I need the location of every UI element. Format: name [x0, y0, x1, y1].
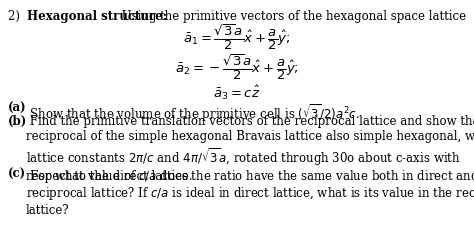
Text: Hexagonal structure:: Hexagonal structure:: [27, 10, 167, 23]
Text: (b): (b): [8, 115, 27, 128]
Text: For what value of $c/a$ does the ratio have the same value both in direct and
re: For what value of $c/a$ does the ratio h…: [26, 168, 474, 217]
Text: Using the primitive vectors of the hexagonal space lattice: Using the primitive vectors of the hexag…: [118, 10, 466, 23]
Text: $\bar{a}_2 = -\dfrac{\sqrt{3}a}{2}\hat{x}+\dfrac{a}{2}\hat{y};$: $\bar{a}_2 = -\dfrac{\sqrt{3}a}{2}\hat{x…: [175, 52, 299, 82]
Text: $\bar{a}_1 = \dfrac{\sqrt{3}a}{2}\hat{x}+\dfrac{a}{2}\hat{y};$: $\bar{a}_1 = \dfrac{\sqrt{3}a}{2}\hat{x}…: [183, 22, 291, 52]
Text: 2): 2): [8, 10, 27, 23]
Text: (c): (c): [8, 168, 26, 181]
Text: (a): (a): [8, 102, 27, 115]
Text: $\bar{a}_3 = c\hat{z}$: $\bar{a}_3 = c\hat{z}$: [213, 84, 261, 102]
Text: Show that the volume of the primitive cell is $(\sqrt{3}/2)a^2c$.: Show that the volume of the primitive ce…: [26, 102, 360, 124]
Text: Find the primitive translation vectors of the reciprocal lattice and show that t: Find the primitive translation vectors o…: [26, 115, 474, 183]
